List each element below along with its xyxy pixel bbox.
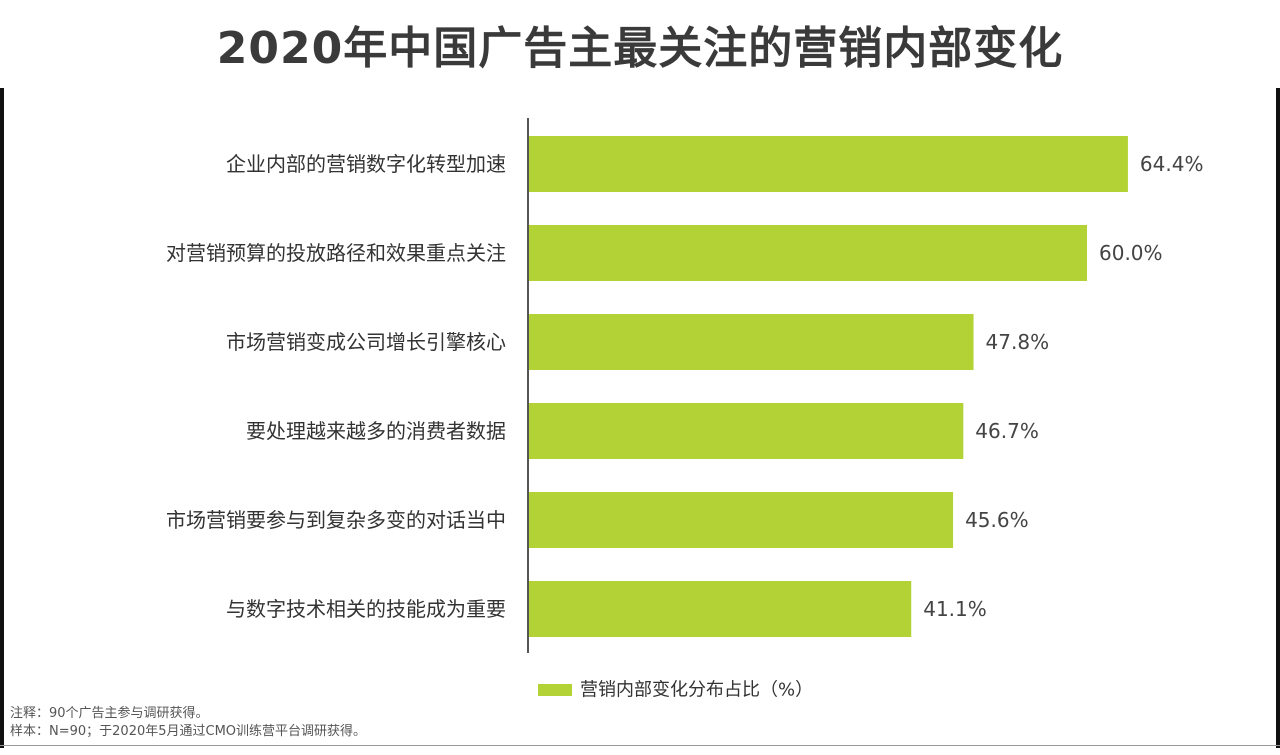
bar (529, 225, 1087, 281)
value-label: 45.6% (965, 508, 1029, 532)
frame-right-border (1276, 88, 1280, 748)
value-label: 41.1% (923, 597, 987, 621)
category-label: 与数字技术相关的技能成为重要 (226, 597, 506, 621)
category-label: 企业内部的营销数字化转型加速 (226, 152, 506, 176)
category-label: 市场营销要参与到复杂多变的对话当中 (166, 508, 506, 532)
frame-left-border (0, 88, 4, 748)
value-label: 60.0% (1099, 241, 1163, 265)
bar (529, 136, 1128, 192)
bar (529, 492, 954, 548)
bar (529, 581, 912, 637)
bar (529, 403, 964, 459)
category-label: 对营销预算的投放路径和效果重点关注 (166, 241, 506, 265)
bottom-rule (0, 745, 1280, 746)
legend-label: 营销内部变化分布占比（%） (580, 680, 813, 701)
bar (529, 314, 974, 370)
chart-title: 2020年中国广告主最关注的营销内部变化 (216, 23, 1064, 74)
value-label: 46.7% (975, 419, 1039, 443)
value-label: 64.4% (1140, 152, 1204, 176)
chart-note: 注释：90个广告主参与调研获得。 (10, 706, 209, 721)
category-label: 市场营销变成公司增长引擎核心 (226, 330, 506, 354)
chart-sample: 样本：N=90；于2020年5月通过CMO训练营平台调研获得。 (10, 724, 367, 739)
category-label: 要处理越来越多的消费者数据 (246, 419, 506, 443)
legend-swatch (538, 684, 572, 696)
value-label: 47.8% (986, 330, 1050, 354)
